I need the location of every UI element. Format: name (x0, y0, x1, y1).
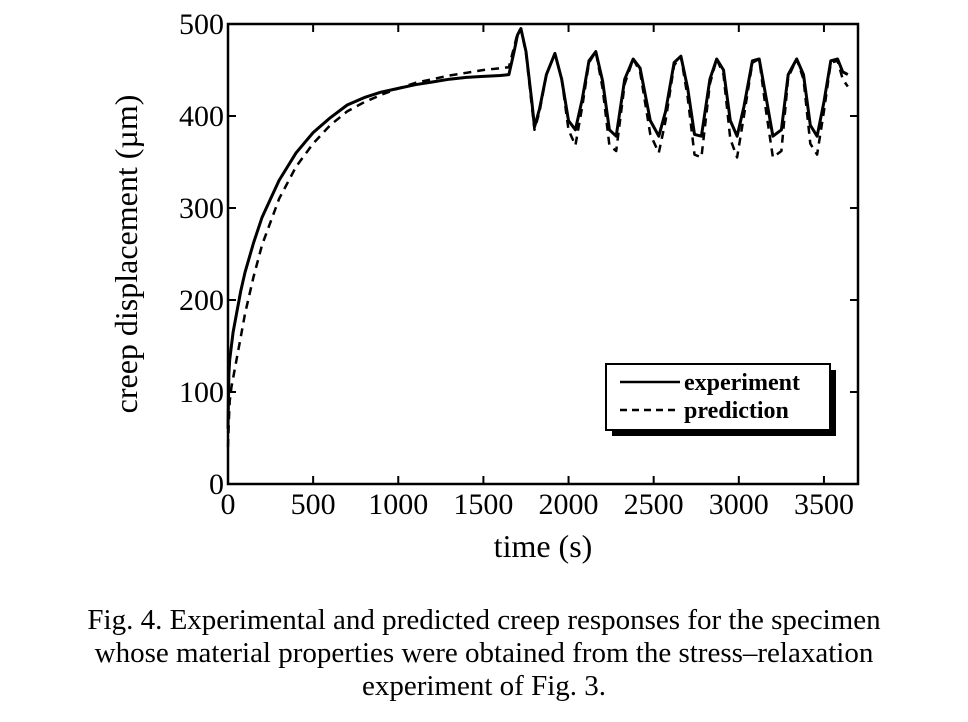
x-tick-label: 1000 (368, 488, 428, 521)
series-line-prediction (226, 27, 849, 448)
y-tick-label: 200 (179, 284, 224, 317)
plot-frame (226, 22, 860, 486)
legend-box (605, 363, 831, 431)
y-tick-label: 100 (179, 376, 224, 409)
x-tick-label: 3500 (794, 488, 854, 521)
caption-line-2: whose material properties were obtained … (94, 637, 874, 669)
y-tick-label: 0 (209, 468, 224, 501)
x-axis-title: time (s) (494, 528, 593, 564)
x-tick-label: 2000 (539, 488, 599, 521)
x-tick-label: 2500 (624, 488, 684, 521)
caption-line-1: Fig. 4. Experimental and predicted creep… (87, 604, 881, 636)
axis-ticks: 0 500 1000 1500 2000 2500 3000 3500 0 100 200 300 40… (179, 8, 858, 521)
y-tick-label: 300 (179, 192, 224, 225)
legend-label-experiment: experiment (684, 370, 800, 396)
figure-caption: Fig. 4. Experimental and predicted creep… (0, 604, 968, 703)
legend: experiment prediction (605, 363, 836, 436)
creep-chart: 0 500 1000 1500 2000 2500 3000 3500 0 100 200 300 40… (108, 8, 860, 564)
x-tick-label: 3000 (709, 488, 769, 521)
plot-area-border (226, 22, 860, 486)
y-tick-label: 400 (179, 100, 224, 133)
series-layer (226, 27, 849, 448)
series-line-experiment (226, 27, 849, 429)
x-tick-label: 1500 (453, 488, 513, 521)
x-tick-label: 500 (291, 488, 336, 521)
y-tick-label: 500 (179, 8, 224, 41)
legend-label-prediction: prediction (684, 398, 789, 424)
caption-line-3: experiment of Fig. 3. (361, 670, 607, 702)
y-axis-title: creep displacement (µm) (108, 95, 144, 414)
x-tick-label: 0 (221, 488, 236, 521)
